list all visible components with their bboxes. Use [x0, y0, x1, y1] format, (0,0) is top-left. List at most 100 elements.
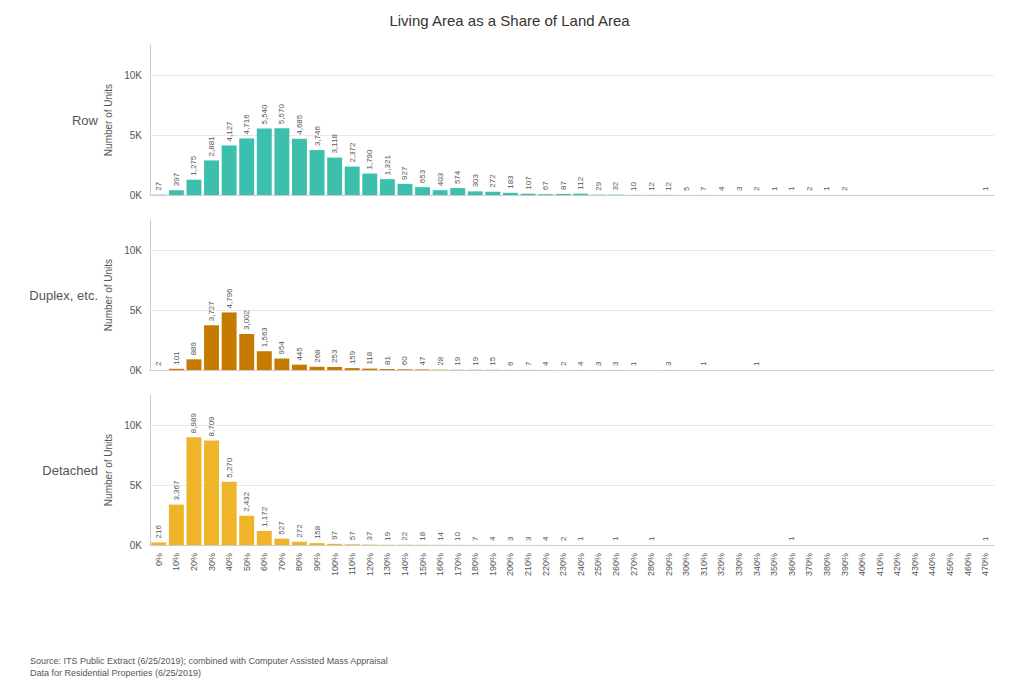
svg-text:19: 19: [471, 356, 480, 365]
svg-text:1,172: 1,172: [260, 506, 269, 527]
svg-text:3,746: 3,746: [313, 125, 322, 146]
svg-text:3: 3: [506, 536, 515, 541]
svg-text:420%: 420%: [892, 553, 902, 576]
svg-text:Number of Units: Number of Units: [103, 259, 114, 331]
svg-text:340%: 340%: [752, 553, 762, 576]
svg-text:1: 1: [787, 536, 796, 541]
svg-text:3,727: 3,727: [207, 301, 216, 322]
svg-text:0K: 0K: [130, 540, 143, 551]
svg-text:180%: 180%: [470, 553, 480, 576]
svg-text:310%: 310%: [699, 553, 709, 576]
svg-text:450%: 450%: [945, 553, 955, 576]
svg-text:272: 272: [488, 174, 497, 188]
svg-text:210%: 210%: [523, 553, 533, 576]
svg-text:440%: 440%: [927, 553, 937, 576]
svg-text:1: 1: [981, 186, 990, 191]
svg-text:120%: 120%: [365, 553, 375, 576]
svg-text:12: 12: [664, 181, 673, 190]
svg-text:60%: 60%: [259, 553, 269, 571]
svg-text:403: 403: [436, 172, 445, 186]
svg-text:110%: 110%: [347, 553, 357, 575]
svg-text:30%: 30%: [207, 553, 217, 571]
svg-text:4: 4: [717, 186, 726, 191]
svg-text:190%: 190%: [488, 553, 498, 576]
svg-text:19: 19: [453, 356, 462, 365]
svg-text:3: 3: [735, 186, 744, 191]
svg-text:1: 1: [576, 536, 585, 541]
svg-text:2: 2: [840, 186, 849, 191]
svg-text:220%: 220%: [541, 553, 551, 576]
svg-text:87: 87: [559, 181, 568, 190]
svg-text:350%: 350%: [769, 553, 779, 576]
svg-text:97: 97: [330, 530, 339, 539]
svg-text:527: 527: [277, 521, 286, 535]
svg-text:260%: 260%: [611, 553, 621, 576]
svg-text:8,989: 8,989: [189, 413, 198, 434]
svg-text:32: 32: [611, 181, 620, 190]
svg-text:150%: 150%: [418, 553, 428, 576]
svg-text:216: 216: [154, 525, 163, 539]
svg-text:397: 397: [172, 172, 181, 186]
svg-text:5: 5: [682, 186, 691, 191]
svg-text:70%: 70%: [277, 553, 287, 571]
svg-text:2,372: 2,372: [348, 142, 357, 163]
svg-text:360%: 360%: [787, 553, 797, 576]
svg-text:3: 3: [664, 361, 673, 366]
svg-text:268: 268: [313, 349, 322, 363]
svg-text:5,570: 5,570: [277, 104, 286, 125]
svg-text:0%: 0%: [154, 553, 164, 566]
svg-text:57: 57: [348, 531, 357, 540]
svg-text:2: 2: [752, 186, 761, 191]
svg-text:330%: 330%: [734, 553, 744, 576]
svg-text:130%: 130%: [382, 553, 392, 576]
svg-text:5,540: 5,540: [260, 104, 269, 125]
svg-text:2,881: 2,881: [207, 136, 216, 157]
svg-text:5,270: 5,270: [225, 457, 234, 478]
svg-text:4: 4: [541, 361, 550, 366]
svg-text:240%: 240%: [576, 553, 586, 576]
svg-text:280%: 280%: [646, 553, 656, 576]
svg-text:1,563: 1,563: [260, 327, 269, 348]
svg-text:Source: ITS Public Extract (6/: Source: ITS Public Extract (6/25/2019); …: [30, 656, 388, 666]
svg-text:445: 445: [295, 347, 304, 361]
svg-text:4,685: 4,685: [295, 114, 304, 135]
svg-text:272: 272: [295, 524, 304, 538]
svg-text:927: 927: [400, 166, 409, 180]
svg-text:2: 2: [805, 186, 814, 191]
svg-text:18: 18: [418, 531, 427, 540]
svg-text:1: 1: [822, 186, 831, 191]
svg-text:303: 303: [471, 173, 480, 187]
svg-text:430%: 430%: [910, 553, 920, 576]
svg-text:1,275: 1,275: [189, 155, 198, 176]
svg-text:40%: 40%: [224, 553, 234, 571]
svg-text:253: 253: [330, 349, 339, 363]
svg-text:200%: 200%: [505, 553, 515, 576]
svg-text:80%: 80%: [294, 553, 304, 571]
svg-text:1: 1: [752, 361, 761, 366]
svg-text:1,321: 1,321: [383, 155, 392, 176]
svg-text:22: 22: [400, 531, 409, 540]
svg-text:390%: 390%: [840, 553, 850, 576]
svg-text:300%: 300%: [681, 553, 691, 576]
svg-text:3: 3: [594, 361, 603, 366]
svg-text:320%: 320%: [716, 553, 726, 576]
svg-text:7: 7: [699, 186, 708, 191]
svg-text:1: 1: [787, 186, 796, 191]
svg-text:290%: 290%: [664, 553, 674, 576]
svg-text:Living Area as a Share of Land: Living Area as a Share of Land Area: [389, 12, 630, 29]
svg-text:0K: 0K: [130, 190, 143, 201]
svg-text:159: 159: [348, 350, 357, 364]
svg-text:954: 954: [277, 341, 286, 355]
svg-text:10K: 10K: [124, 420, 142, 431]
svg-text:10: 10: [453, 531, 462, 540]
svg-text:12: 12: [647, 181, 656, 190]
svg-text:380%: 380%: [822, 553, 832, 576]
svg-text:3,118: 3,118: [330, 134, 339, 154]
svg-text:5K: 5K: [130, 130, 143, 141]
svg-text:10K: 10K: [124, 245, 142, 256]
svg-text:29: 29: [594, 181, 603, 190]
svg-text:4,127: 4,127: [225, 121, 234, 142]
svg-text:270%: 270%: [629, 553, 639, 576]
svg-text:889: 889: [189, 341, 198, 355]
svg-text:19: 19: [383, 531, 392, 540]
